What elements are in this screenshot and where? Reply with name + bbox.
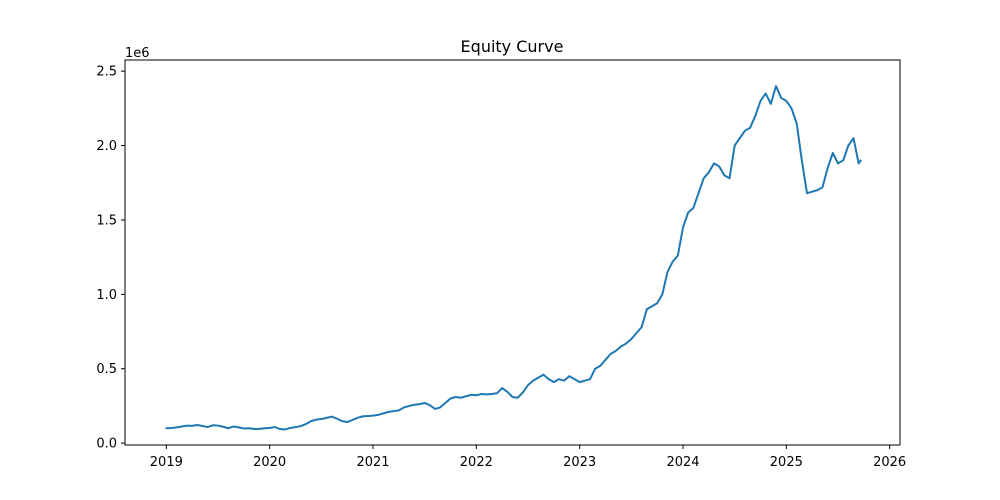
x-tick-label: 2024 [666,455,699,470]
y-tick-label: 1.0 [96,288,117,303]
y-tick-label: 2.5 [96,65,117,80]
x-tick-label: 2023 [563,455,596,470]
y-tick-label: 0.0 [96,437,117,452]
x-tick-label: 2021 [356,455,389,470]
y-axis-offset-label: 1e6 [125,46,150,61]
axes-frame [124,59,901,446]
y-tick-label: 0.5 [96,362,117,377]
y-axis: 0.0 0.5 1.0 1.5 2.0 2.5 [96,65,125,452]
equity-series-line [165,85,862,431]
x-tick-label: 2020 [253,455,286,470]
plot-area [165,85,862,431]
x-tick-label: 2026 [873,455,906,470]
x-axis: 2019 2020 2021 2022 2023 2024 2025 2026 [150,445,906,470]
chart-title: Equity Curve [461,37,564,56]
x-tick-label: 2022 [460,455,493,470]
x-tick-label: 2019 [150,455,183,470]
x-tick-label: 2025 [770,455,803,470]
y-tick-label: 1.5 [96,213,117,228]
y-tick-label: 2.0 [96,139,117,154]
